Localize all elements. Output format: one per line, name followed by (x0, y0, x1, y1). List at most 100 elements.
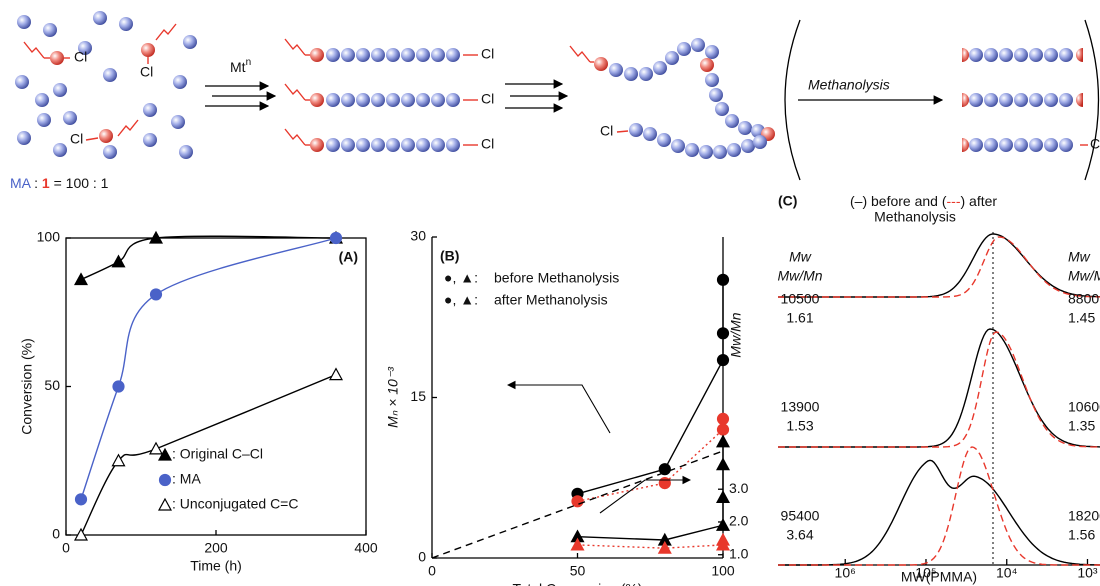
monomer-sphere (1029, 93, 1043, 107)
y2-axis-label: Mw/Mn (728, 312, 744, 357)
monomer-sphere (969, 138, 983, 152)
monomer-sphere (416, 93, 430, 107)
series-line (80, 235, 337, 281)
monomer-sphere (1059, 93, 1073, 107)
monomer-sphere (685, 143, 699, 157)
data-point (73, 272, 89, 286)
data-point (74, 493, 88, 506)
monomer-sphere (999, 138, 1013, 152)
pdi-value: 1.53 (786, 418, 813, 434)
title-part: --- (947, 193, 961, 209)
axis-arrows (506, 380, 692, 514)
monomer-sphere (326, 138, 340, 152)
series-line (577, 418, 724, 502)
monomer-sphere (609, 63, 623, 77)
bond (616, 130, 629, 133)
data-point (715, 434, 731, 448)
x-axis-label: MW(PMMA) (901, 569, 977, 585)
monomer-sphere (671, 139, 685, 153)
data-point (570, 537, 585, 551)
monomer-sphere (446, 138, 460, 152)
column-header: Mw/Mn (1068, 268, 1100, 284)
monomer-sphere (984, 48, 998, 62)
monomer-sphere (386, 48, 400, 62)
gpc-trace (778, 233, 1100, 298)
monomer-sphere (356, 93, 370, 107)
monomer-sphere (103, 68, 117, 82)
monomer-sphere (1014, 93, 1028, 107)
monomer-sphere (143, 103, 157, 117)
monomer-sphere (78, 41, 92, 55)
series-line (577, 539, 724, 549)
ester-end (1076, 48, 1083, 62)
panel-label: (A) (339, 249, 358, 265)
monomer-sphere (53, 143, 67, 157)
vinyl-group (284, 83, 306, 101)
monomer-sphere (1059, 138, 1073, 152)
data-point (716, 412, 730, 425)
vinyl-group (23, 41, 45, 59)
data-point (149, 288, 163, 301)
parenthesis (1084, 19, 1100, 181)
monomer-sphere (341, 93, 355, 107)
monomer-sphere (356, 48, 370, 62)
monomer-sphere (969, 48, 983, 62)
data-point (111, 254, 126, 268)
monomer-sphere (401, 48, 415, 62)
monomer-sphere (713, 145, 727, 159)
data-point (715, 517, 731, 531)
panel-title: Methanolysis (874, 209, 956, 225)
monomer-sphere (753, 135, 767, 149)
monomer-sphere (401, 138, 415, 152)
gpc-trace (778, 331, 1100, 448)
ester-end (1076, 93, 1083, 107)
monomer-sphere (431, 138, 445, 152)
y-tick-label: 15 (410, 388, 426, 404)
monomer-sphere (1014, 138, 1028, 152)
chlorine-label: Cl (481, 91, 494, 107)
pdi-value: 1.45 (1068, 310, 1095, 326)
monomer-sphere (416, 48, 430, 62)
data-point (715, 457, 731, 471)
monomer-sphere (624, 67, 638, 81)
gpc-trace (778, 446, 1100, 566)
data-point (657, 540, 672, 554)
pdi-value: 1.35 (1068, 418, 1095, 434)
step-label: Methanolysis (808, 77, 890, 93)
initiator-sphere (310, 48, 324, 62)
initiator-sphere (310, 93, 324, 107)
monomer-sphere (386, 138, 400, 152)
monomer-sphere (699, 145, 713, 159)
monomer-sphere (173, 75, 187, 89)
monomer-sphere (653, 61, 667, 75)
ester-end (962, 93, 969, 107)
monomer-sphere (431, 48, 445, 62)
monomer-sphere (999, 93, 1013, 107)
monomer-sphere (1044, 93, 1058, 107)
data-point (658, 463, 671, 476)
data-point (571, 495, 584, 508)
monomer-sphere (1029, 48, 1043, 62)
monomer-sphere (1029, 138, 1043, 152)
monomer-sphere (984, 93, 998, 107)
mw-value: 10600 (1068, 399, 1100, 415)
monomer-sphere (401, 93, 415, 107)
data-point (715, 532, 731, 546)
data-point (328, 367, 344, 381)
initiator-sphere (99, 129, 113, 143)
monomer-sphere (356, 138, 370, 152)
monomer-sphere (639, 67, 653, 81)
vinyl-group (155, 23, 177, 41)
data-point (716, 423, 730, 436)
monomer-sphere (727, 143, 741, 157)
y-tick-label: 0 (52, 526, 60, 542)
y-tick-label: 50 (44, 377, 60, 393)
column-header: Mw (1068, 249, 1091, 265)
monomer-sphere (643, 127, 657, 141)
mw-value: 13900 (781, 399, 820, 415)
panel-label: (C) (778, 193, 797, 209)
x-tick-label: 10⁵ (915, 565, 936, 581)
monomer-sphere (103, 145, 117, 159)
monomer-sphere (657, 133, 671, 147)
